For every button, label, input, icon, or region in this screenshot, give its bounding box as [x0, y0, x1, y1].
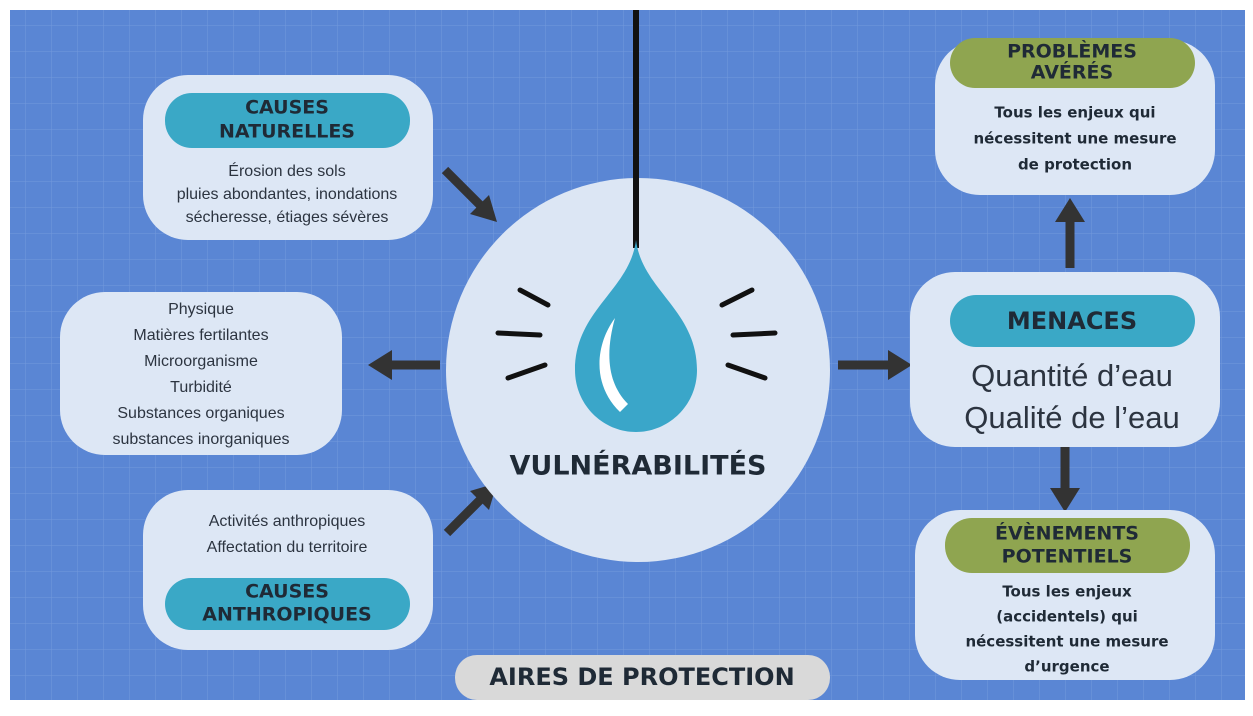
text: Érosion des sols — [228, 161, 345, 180]
text: pluies abondantes, inondations — [177, 186, 398, 203]
pill — [950, 38, 1195, 88]
text: Tous les enjeux qui — [994, 104, 1155, 122]
text: nécessitent une mesure — [973, 130, 1176, 148]
pill — [950, 295, 1195, 347]
heading: PROBLÈMES — [1007, 40, 1137, 63]
heading: ÉVÈNEMENTS — [995, 522, 1139, 545]
text: Activités anthropiques — [209, 513, 366, 530]
text: Matières fertilantes — [133, 327, 268, 344]
heading: CAUSES — [245, 581, 329, 603]
burst — [495, 287, 778, 381]
text: de protection — [1018, 156, 1132, 174]
heading: AVÉRÉS — [1031, 61, 1113, 84]
text: sécheresse, étiages sévères — [186, 209, 389, 226]
pill — [945, 518, 1190, 573]
text: (accidentels) qui — [996, 608, 1138, 626]
arrows — [368, 166, 1085, 537]
text: Microorganisme — [144, 353, 258, 370]
text: substances inorganiques — [112, 431, 289, 448]
pill — [165, 578, 410, 630]
center-label: VULNÉRABILITÉS — [510, 450, 767, 482]
text: Turbidité — [170, 379, 232, 396]
heading: CAUSES — [245, 97, 329, 119]
heading: ANTHROPIQUES — [202, 604, 372, 626]
text: Quantité d’eau — [971, 358, 1173, 393]
heading: NATURELLES — [219, 121, 355, 143]
footer-pill — [455, 655, 830, 700]
heading: MENACES — [1007, 307, 1137, 335]
text: Tous les enjeux — [1002, 583, 1132, 601]
heading: POTENTIELS — [1002, 546, 1133, 568]
text: Qualité de l’eau — [964, 400, 1179, 435]
pill — [165, 93, 410, 148]
text: Affectation du territoire — [207, 539, 368, 556]
text: nécessitent une mesure — [965, 633, 1168, 651]
text: d’urgence — [1024, 658, 1109, 676]
text: Physique — [168, 301, 234, 318]
box — [60, 292, 342, 455]
footer-label: AIRES DE PROTECTION — [489, 663, 794, 691]
text: Substances organiques — [117, 405, 284, 422]
drop-shine — [599, 318, 628, 412]
